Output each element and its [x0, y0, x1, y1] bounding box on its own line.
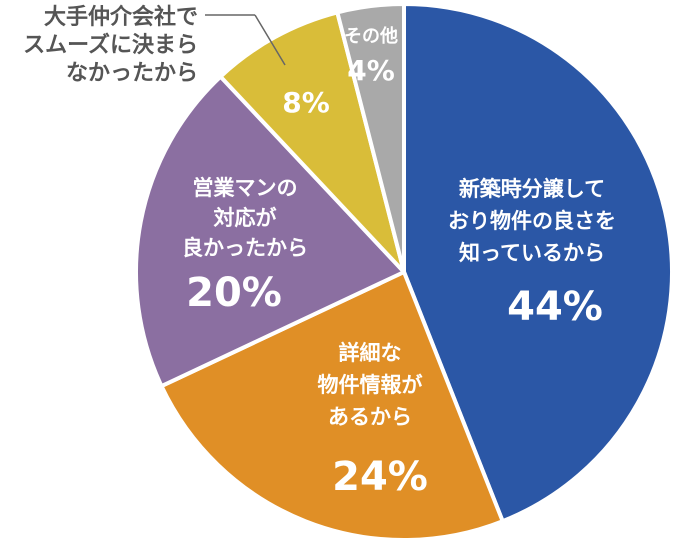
slice-value-label: 24%	[332, 454, 428, 500]
slice-value-label: 44%	[507, 284, 603, 330]
slice-label-line: あるから	[328, 405, 412, 429]
slice-label-line: 良かったから	[182, 236, 308, 260]
slice-label-line: 大手仲介会社で	[44, 4, 198, 30]
pie-slice	[402, 2, 673, 524]
pie-slice	[335, 2, 406, 274]
pie-slice	[159, 270, 505, 540]
slice-label-line: 営業マンの	[193, 176, 298, 200]
pie-slice	[134, 74, 406, 389]
slice-value-label: 4%	[347, 54, 395, 87]
slice-label-line: おり物件の良さを	[448, 209, 616, 233]
slice-label-line: 対応が	[214, 206, 277, 230]
slice-label-line: 物件情報が	[318, 373, 423, 397]
slice-label-line: 知っているから	[459, 241, 605, 265]
slice-label-line: スムーズに決まら	[23, 32, 198, 58]
slice-label-line: その他	[344, 25, 398, 47]
pie-slices	[134, 2, 673, 540]
slice-value-label: 20%	[186, 270, 282, 316]
pie-slice	[218, 10, 406, 274]
slice-label-line: 詳細な	[339, 341, 402, 365]
slice-label-line: なかったから	[66, 61, 198, 86]
slice-label-line: 新築時分譲して	[459, 177, 605, 201]
slice-value-label: 8%	[282, 86, 330, 119]
callout-line	[254, 14, 286, 66]
